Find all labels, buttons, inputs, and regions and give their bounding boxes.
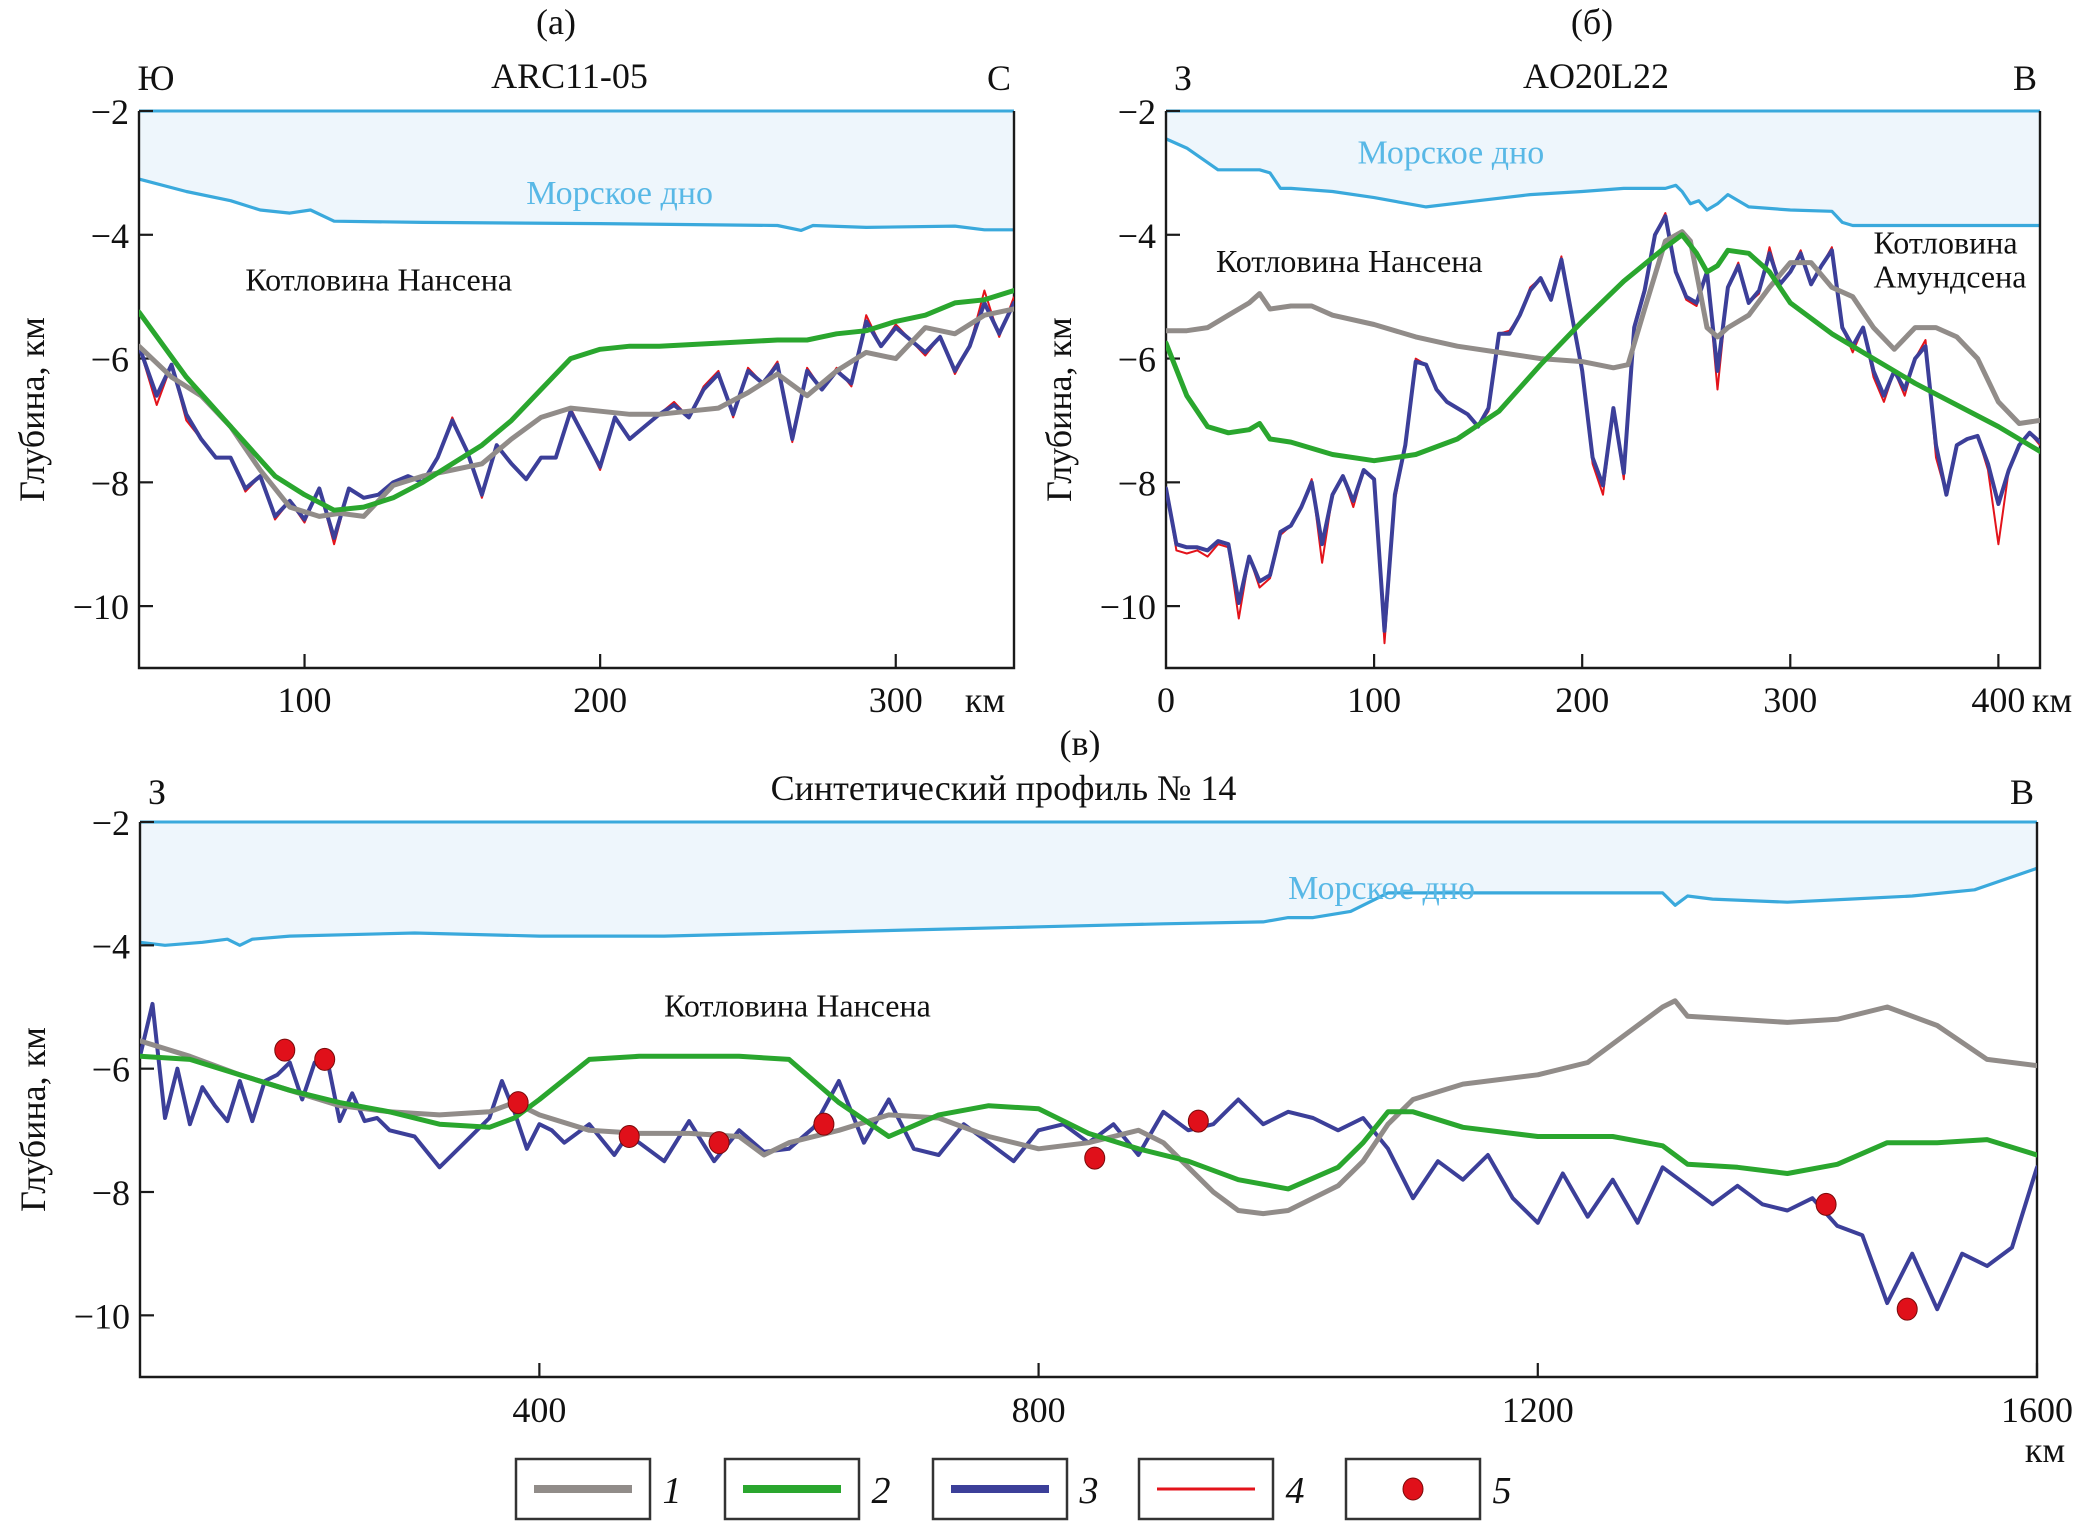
legend-label: 2 xyxy=(872,1470,891,1512)
basin-label: Амундсена xyxy=(1874,258,2027,294)
series-2-line xyxy=(139,288,1014,513)
series-1-line xyxy=(139,306,1014,519)
y-tick-label: −8 xyxy=(1118,463,1156,503)
axes-frame xyxy=(137,111,1016,670)
x-axis-unit: км xyxy=(965,680,1005,720)
x-tick-label: 400 xyxy=(512,1390,566,1430)
panel-label: (а) xyxy=(536,2,576,42)
y-tick-label: −10 xyxy=(74,1296,130,1336)
panel-label: (б) xyxy=(1571,2,1613,42)
seafloor-label: Морское дно xyxy=(1357,135,1544,172)
x-tick-label: 1600 xyxy=(2001,1390,2073,1430)
x-tick-label: 300 xyxy=(869,680,923,720)
panel-label: (в) xyxy=(1060,723,1101,763)
legend-item-1: 1 xyxy=(514,1457,682,1521)
y-tick-label: −2 xyxy=(91,92,129,132)
panel-a: −2 −4 −6 −8 −10 100 200 300 км Глубина, км (а) ARC1… xyxy=(12,2,1016,720)
legend-label: 1 xyxy=(663,1470,682,1512)
legend: 1 2 3 4 5 xyxy=(514,1457,1512,1521)
y-axis-label: Глубина, км xyxy=(1039,317,1079,502)
direction-left: Ю xyxy=(137,58,174,98)
axes-frame xyxy=(1164,111,2042,670)
x-tick-label: 1200 xyxy=(1502,1390,1574,1430)
data-point-5 xyxy=(274,1038,296,1062)
y-tick-label: −10 xyxy=(1100,587,1156,627)
x-tick-label: 200 xyxy=(1555,680,1609,720)
direction-right: С xyxy=(987,58,1011,98)
y-tick-label: −6 xyxy=(91,340,129,380)
series-2-line xyxy=(140,1053,2037,1192)
data-point-5 xyxy=(813,1112,835,1136)
data-point-5 xyxy=(618,1125,640,1148)
direction-left: З xyxy=(148,772,166,812)
profile-title: ARC11-05 xyxy=(491,56,648,96)
y-tick-label: −8 xyxy=(91,463,129,503)
direction-right: В xyxy=(2013,58,2037,98)
x-tick-label: 100 xyxy=(278,680,332,720)
x-axis-unit: км xyxy=(2025,1430,2065,1470)
series-2-line xyxy=(1166,232,2040,464)
axes-frame xyxy=(138,822,2039,1379)
seafloor-label: Морское дно xyxy=(526,175,713,212)
legend-item-4: 4 xyxy=(1137,1457,1305,1521)
y-axis-label: Глубина, км xyxy=(13,1027,53,1212)
series-1-line xyxy=(140,998,2037,1217)
legend-item-2: 2 xyxy=(723,1457,891,1521)
seabed-line xyxy=(140,866,2037,947)
profile-title: Синтетический профиль № 14 xyxy=(771,768,1237,808)
y-tick-label: −4 xyxy=(91,216,129,256)
direction-left: З xyxy=(1174,58,1192,98)
basin-label: Котловина Нансена xyxy=(245,261,512,297)
legend-label: 3 xyxy=(1079,1470,1099,1512)
y-tick-label: −6 xyxy=(92,1050,130,1090)
x-tick-label: 0 xyxy=(1157,680,1175,720)
seabed-line xyxy=(1166,137,2040,228)
basin-label: Котловина Нансена xyxy=(664,987,931,1023)
y-tick-label: −10 xyxy=(73,587,129,627)
y-tick-label: −4 xyxy=(92,926,130,966)
y-tick-label: −6 xyxy=(1118,340,1156,380)
data-point-5 xyxy=(507,1091,529,1115)
data-point-5 xyxy=(1815,1192,1837,1216)
legend-label: 4 xyxy=(1286,1470,1305,1512)
legend-dot-symbol xyxy=(1402,1477,1424,1501)
x-tick-label: 800 xyxy=(1012,1390,1066,1430)
panel-b: −2 −4 −6 −8 −10 0 100 200 300 400 км Глубина, км (б)… xyxy=(1039,2,2072,720)
y-tick-label: −2 xyxy=(1118,92,1156,132)
y-axis-label: Глубина, км xyxy=(12,317,52,502)
x-tick-label: 100 xyxy=(1347,680,1401,720)
seabed-line xyxy=(139,177,1014,232)
sea-area xyxy=(1166,111,2040,226)
data-point-5 xyxy=(708,1131,730,1155)
data-point-5 xyxy=(314,1047,336,1071)
x-axis-unit: км xyxy=(2032,680,2072,720)
basin-label: Котловина Нансена xyxy=(1216,243,1483,279)
y-tick-label: −8 xyxy=(92,1173,130,1213)
legend-label: 5 xyxy=(1493,1470,1512,1512)
data-point-5 xyxy=(1896,1297,1918,1321)
y-tick-label: −2 xyxy=(92,803,130,843)
seafloor-label: Морское дно xyxy=(1288,870,1475,907)
legend-item-3: 3 xyxy=(931,1457,1099,1521)
x-tick-label: 400 xyxy=(1971,680,2025,720)
data-point-5 xyxy=(1084,1146,1106,1170)
x-tick-label: 200 xyxy=(573,680,627,720)
sea-area xyxy=(140,822,2037,946)
x-tick-label: 300 xyxy=(1763,680,1817,720)
legend-item-5: 5 xyxy=(1344,1457,1512,1521)
series-3-line xyxy=(139,300,1014,540)
profile-title: AO20L22 xyxy=(1523,56,1669,96)
y-tick-label: −4 xyxy=(1118,216,1156,256)
basin-label: Котловина xyxy=(1874,224,2018,260)
sea-area xyxy=(139,111,1014,231)
data-point-5 xyxy=(1187,1109,1209,1133)
series-1-line xyxy=(1166,229,2040,426)
direction-right: В xyxy=(2010,772,2034,812)
